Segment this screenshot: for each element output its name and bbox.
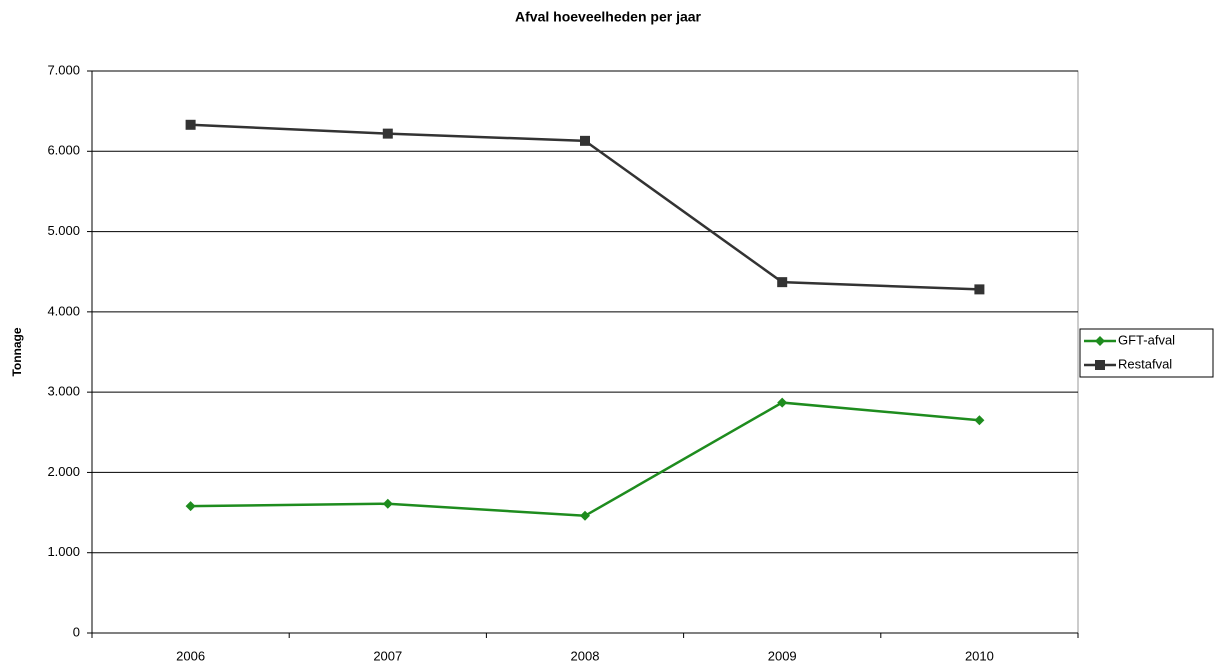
marker [382, 498, 393, 509]
series-line [190, 123, 980, 291]
marker [185, 119, 196, 130]
y-tick-label: 6.000 [47, 143, 80, 158]
y-axis-label: Tonnage [10, 327, 24, 376]
marker [185, 501, 196, 512]
x-tick-label: 2010 [965, 648, 994, 663]
marker [777, 277, 788, 288]
legend-marker [1095, 336, 1105, 346]
y-tick-label: 5.000 [47, 223, 80, 238]
marker [777, 397, 788, 408]
x-tick-label: 2009 [768, 648, 797, 663]
marker [974, 284, 985, 295]
marker [974, 415, 985, 426]
y-tick-label: 2.000 [47, 464, 80, 479]
legend-label: GFT-afval [1118, 332, 1175, 347]
y-tick-label: 7.000 [47, 62, 80, 77]
x-tick-label: 2008 [571, 648, 600, 663]
chart-title: Afval hoeveelheden per jaar [515, 9, 702, 25]
x-tick-label: 2007 [373, 648, 402, 663]
y-tick-label: 3.000 [47, 384, 80, 399]
legend-marker [1095, 360, 1105, 370]
marker [382, 128, 393, 139]
y-tick-label: 1.000 [47, 544, 80, 559]
marker [580, 135, 590, 146]
x-tick-label: 2006 [176, 648, 205, 663]
y-tick-label: 0 [73, 624, 80, 639]
plot-area [91, 70, 1079, 634]
y-tick-label: 4.000 [47, 303, 80, 318]
marker [580, 510, 590, 521]
legend-label: Restafval [1118, 356, 1172, 371]
series-line [190, 401, 980, 518]
